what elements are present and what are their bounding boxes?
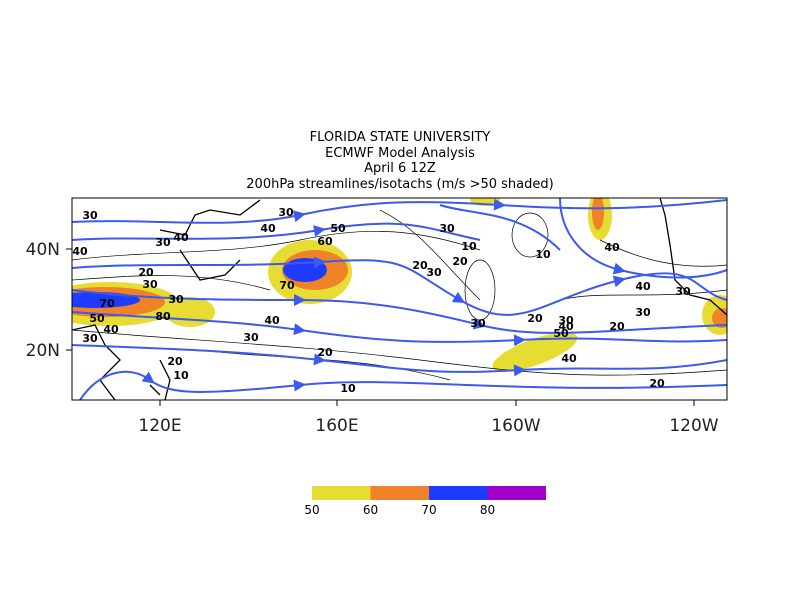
contour-label: 80 [155,310,171,323]
streamlines [72,198,727,400]
contour-label: 30 [439,222,455,235]
y-label: 20N [26,341,60,361]
x-label: 120W [669,416,718,436]
colorbar-label: 60 [363,503,378,517]
contour-label: 20 [167,355,183,368]
x-label: 160E [315,416,358,436]
contour-label: 30 [243,331,259,344]
contour-label: 10 [461,240,477,253]
colorbar-swatch [487,486,546,500]
contour-label: 50 [553,327,569,340]
contour-label: 40 [264,314,280,327]
contour-label: 70 [279,279,295,292]
contour-label: 40 [72,245,88,258]
contour-label: 30 [426,266,442,279]
colorbar-label: 80 [480,503,495,517]
title-line: ECMWF Model Analysis [325,146,475,161]
colorbar-label: 70 [421,503,436,517]
title-line: 200hPa streamlines/isotachs (m/s >50 sha… [246,177,553,192]
contour-label: 10 [340,382,356,395]
contour-label: 20 [452,255,468,268]
y-label: 40N [26,240,60,260]
contour-label: 20 [412,259,428,272]
coastlines [72,198,727,400]
contour-label: 40 [635,280,651,293]
contour-label: 20 [527,312,543,325]
contour-label: 30 [142,278,158,291]
title-line: FLORIDA STATE UNIVERSITY [310,130,491,145]
x-label: 120E [138,416,181,436]
contour-label: 70 [99,297,115,310]
title-line: April 6 12Z [364,161,436,176]
contour-label: 40 [103,323,119,336]
contour-label: 40 [558,320,574,333]
contour-label: 40 [561,352,577,365]
contour-label: 50 [330,222,346,235]
contour-label: 30 [278,206,294,219]
contour-label: 30 [470,317,486,330]
colorbar: 50 60 70 80 [304,486,546,517]
contour-label: 30 [675,285,691,298]
contour-label: 30 [82,332,98,345]
contour-label: 40 [604,241,620,254]
contour-label: 20 [609,320,625,333]
x-label: 160W [491,416,540,436]
contour-label: 40 [260,222,276,235]
contour-label: 20 [317,346,333,359]
axes: 120E 160E 160W 120W 40N 20N [26,240,719,436]
contour-label: 30 [168,293,184,306]
contour-label: 10 [173,369,189,382]
colorbar-swatch [429,486,488,500]
colorbar-label: 50 [304,503,319,517]
header: FLORIDA STATE UNIVERSITY ECMWF Model Ana… [246,130,553,192]
contour-label: 30 [155,236,171,249]
contour-label: 20 [649,377,665,390]
contour-label: 50 [89,312,105,325]
contour-label: 60 [317,235,333,248]
contour-label: 30 [558,314,574,327]
map [72,198,727,400]
contour-label: 10 [535,248,551,261]
contour-label: 30 [635,306,651,319]
colorbar-swatch [312,486,371,500]
contour-label: 40 [173,231,189,244]
contour-label: 20 [138,266,154,279]
contour-label: 30 [82,209,98,222]
colorbar-swatch [370,486,429,500]
map-frame [71,197,728,401]
